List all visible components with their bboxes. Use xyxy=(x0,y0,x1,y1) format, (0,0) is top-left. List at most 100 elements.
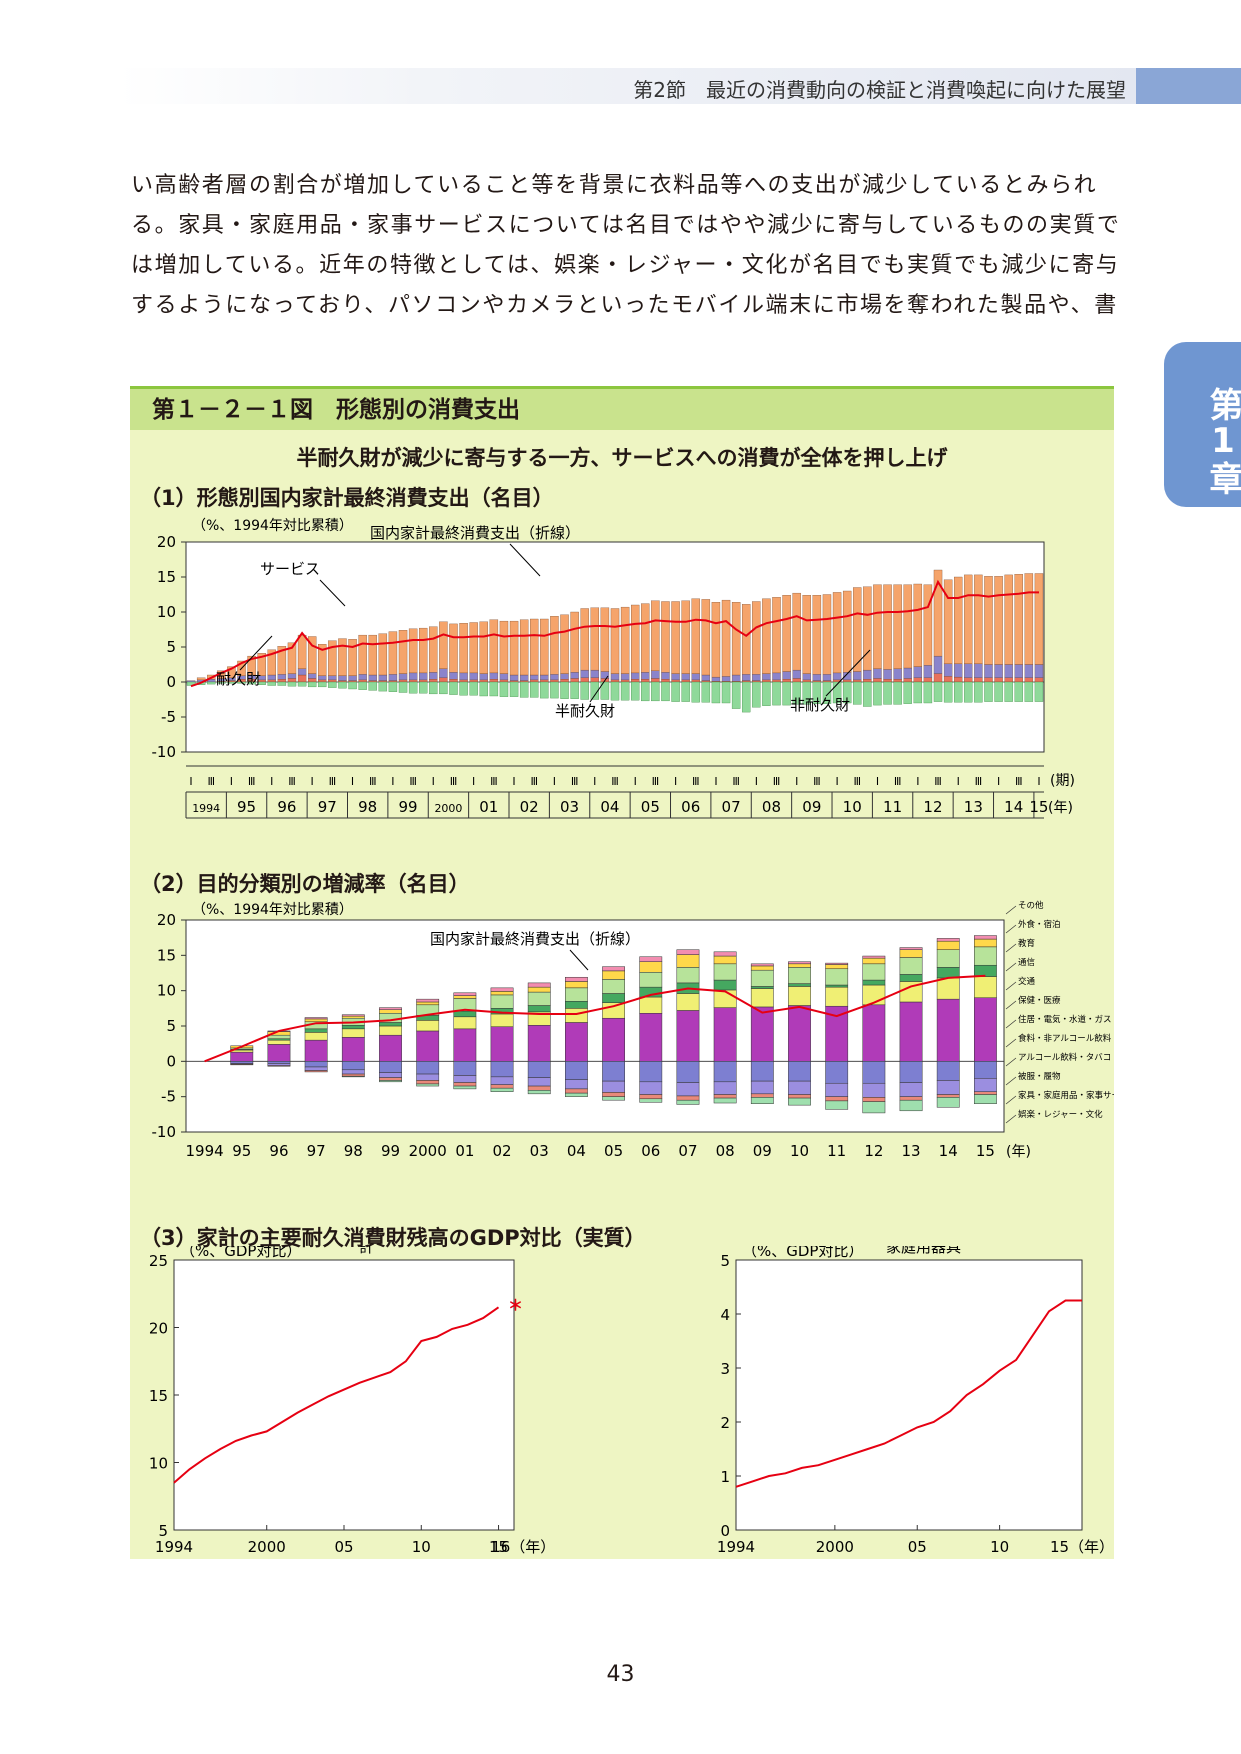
chart-title: 家庭用器具 xyxy=(886,1246,961,1256)
annotation-arrow xyxy=(825,649,871,697)
durable-bar xyxy=(913,677,923,683)
legend-label: 住居・電気・水道・ガス xyxy=(1018,1014,1112,1025)
chapter-tab[interactable]: 第1章 xyxy=(1164,342,1241,507)
quarter-tick-label: Ⅲ xyxy=(288,775,296,788)
clothing-bar xyxy=(341,1069,365,1075)
year-tick-label: 14 xyxy=(1004,798,1023,816)
service-bar xyxy=(499,620,509,674)
durable-bar xyxy=(964,677,973,683)
recreation-bar xyxy=(750,1097,774,1104)
service-bar xyxy=(550,616,559,675)
furniture-bar xyxy=(750,1093,774,1098)
service-bar xyxy=(822,594,832,675)
semidurable-bar xyxy=(933,681,943,702)
semidurable-bar xyxy=(540,681,549,699)
y-tick-label: 0 xyxy=(166,1052,176,1070)
service-bar xyxy=(247,655,256,676)
nondurable-bar xyxy=(318,675,327,681)
quarter-tick-label: Ⅰ xyxy=(593,775,596,788)
clothing-bar xyxy=(936,1080,960,1095)
total-consumption-line xyxy=(204,974,986,1063)
section-2-title: （2）目的分類別の増減率（名目） xyxy=(140,872,470,896)
x-tick-label: 06 xyxy=(641,1142,660,1160)
service-bar xyxy=(630,604,640,674)
clothing-bar xyxy=(527,1077,551,1087)
service-bar xyxy=(661,601,670,673)
service-bar xyxy=(610,608,620,674)
annotation-arrow xyxy=(569,949,589,971)
figure-subtitle: 半耐久財が減少に寄与する一方、サービスへの消費が全体を押し上げ xyxy=(296,446,948,470)
x-tick-label: 03 xyxy=(530,1142,549,1160)
durable-bar xyxy=(610,679,620,683)
service-bar xyxy=(398,630,408,674)
dining-bar xyxy=(899,949,923,958)
service-bar xyxy=(802,595,811,674)
durable-bar xyxy=(883,679,892,683)
unit-label: （%、1994年対比累積） xyxy=(192,902,353,918)
communication-bar xyxy=(750,969,774,987)
nondurable-bar xyxy=(792,669,801,679)
communication-bar xyxy=(825,968,849,986)
service-bar xyxy=(378,633,388,676)
furniture-bar xyxy=(304,1070,328,1073)
nondurable-bar xyxy=(449,672,458,680)
semidurable-bar xyxy=(600,681,610,700)
durable-bar xyxy=(994,677,1003,683)
food-bar xyxy=(304,1061,328,1068)
other-bar xyxy=(453,992,477,996)
durable-bar xyxy=(398,679,408,683)
other-bar xyxy=(565,976,588,982)
nondurable-bar xyxy=(590,669,600,678)
transport-bar xyxy=(862,979,886,986)
service-bar xyxy=(903,584,912,669)
durable-bar xyxy=(681,679,690,683)
dining-bar xyxy=(379,1009,402,1014)
semidurable-bar xyxy=(398,681,408,693)
food-bar xyxy=(899,1061,923,1083)
nondurable-bar xyxy=(812,674,822,681)
nondurable-bar xyxy=(974,663,983,678)
durable-bar xyxy=(903,678,912,683)
semidurable-bar xyxy=(651,681,660,702)
service-bar xyxy=(842,590,852,673)
durable-bar xyxy=(449,679,458,683)
furniture-bar xyxy=(713,1094,737,1099)
x-tick-label: 97 xyxy=(307,1142,326,1160)
service-bar xyxy=(600,607,610,672)
health-bar xyxy=(750,988,774,1008)
durable-bar xyxy=(802,679,811,683)
durable-bar xyxy=(792,678,801,683)
durable-bar xyxy=(267,679,276,683)
transport-bar xyxy=(379,1022,402,1027)
durable-bar xyxy=(338,680,347,683)
nondurable-bar xyxy=(822,674,832,681)
semidurable-bar xyxy=(388,681,398,692)
recreation-bar xyxy=(341,1075,365,1078)
y-tick-label: 10 xyxy=(149,1455,168,1473)
year-tick-label: 04 xyxy=(600,798,619,816)
quarter-tick-label: Ⅰ xyxy=(1037,775,1040,788)
service-bar xyxy=(671,601,680,674)
health-bar xyxy=(936,977,960,1000)
durable-bar xyxy=(933,673,943,683)
recreation-bar xyxy=(416,1083,440,1087)
service-bar xyxy=(762,598,771,674)
semidurable-bar xyxy=(742,681,751,713)
health-bar xyxy=(974,976,997,998)
x-tick-label: 10 xyxy=(412,1538,431,1556)
transport-bar xyxy=(304,1028,328,1033)
x-tick-label: 98 xyxy=(344,1142,363,1160)
x-tick-label: 96 xyxy=(269,1142,288,1160)
service-bar xyxy=(792,592,801,671)
semidurable-bar xyxy=(247,681,256,685)
health-bar xyxy=(825,986,849,1007)
service-bar xyxy=(731,602,741,676)
housing-bar xyxy=(862,1004,886,1062)
recreation-bar xyxy=(862,1101,886,1114)
semidurable-bar xyxy=(792,681,801,705)
semidurable-bar xyxy=(439,681,448,695)
service-bar xyxy=(933,569,943,657)
semidurable-bar xyxy=(358,681,367,690)
annotation-service: サービス xyxy=(260,560,320,578)
semidurable-bar xyxy=(883,681,892,705)
